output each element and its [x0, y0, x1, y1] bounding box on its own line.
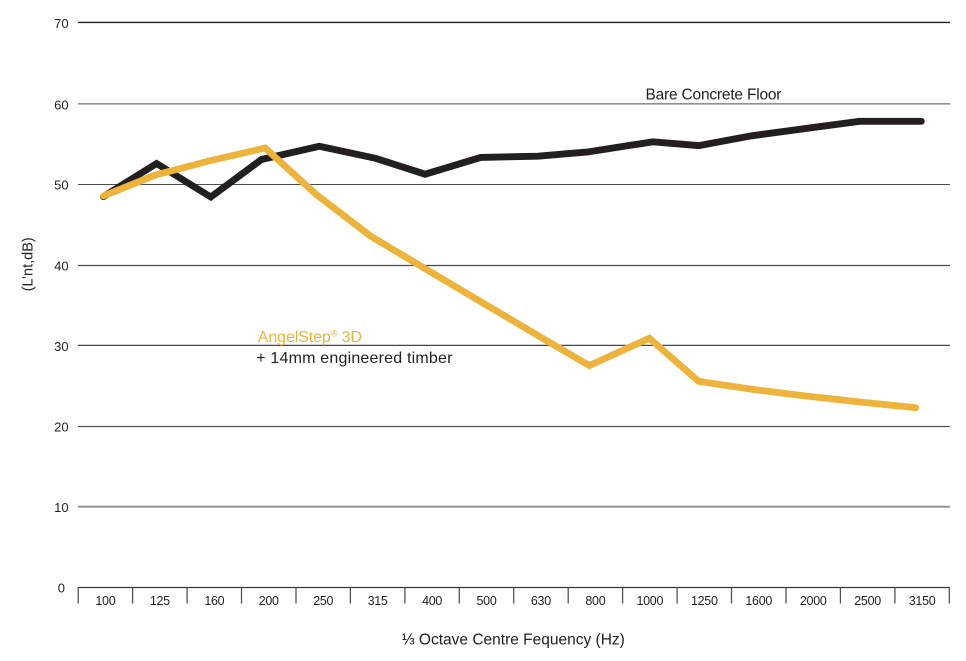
svg-text:200: 200 — [259, 594, 279, 608]
svg-text:50: 50 — [54, 178, 68, 193]
svg-text:2000: 2000 — [800, 594, 827, 608]
svg-text:800: 800 — [585, 594, 605, 608]
svg-text:+ 14mm engineered timber: + 14mm engineered timber — [256, 350, 453, 367]
svg-text:30: 30 — [54, 339, 68, 354]
svg-text:(L’nt,dB): (L’nt,dB) — [21, 237, 37, 291]
svg-text:1000: 1000 — [636, 594, 663, 608]
svg-text:Bare Concrete Floor: Bare Concrete Floor — [646, 87, 782, 104]
svg-text:1250: 1250 — [691, 594, 718, 608]
svg-text:2500: 2500 — [854, 594, 881, 608]
svg-text:315: 315 — [368, 594, 388, 608]
svg-text:AngelStep® 3D: AngelStep® 3D — [258, 329, 362, 347]
svg-text:70: 70 — [54, 16, 68, 31]
svg-text:60: 60 — [54, 97, 68, 112]
svg-text:10: 10 — [54, 500, 68, 515]
svg-text:500: 500 — [477, 594, 497, 608]
svg-text:3150: 3150 — [909, 594, 936, 608]
svg-text:630: 630 — [531, 594, 551, 608]
svg-text:400: 400 — [422, 594, 442, 608]
svg-text:125: 125 — [150, 594, 170, 608]
svg-text:⅓ Octave Centre Fequency (Hz): ⅓ Octave Centre Fequency (Hz) — [402, 631, 625, 648]
svg-text:100: 100 — [95, 594, 115, 608]
svg-text:1600: 1600 — [745, 594, 772, 608]
svg-text:250: 250 — [313, 594, 333, 608]
svg-text:20: 20 — [54, 420, 68, 435]
svg-text:40: 40 — [54, 259, 68, 274]
svg-text:0: 0 — [58, 581, 65, 596]
svg-text:160: 160 — [204, 594, 224, 608]
